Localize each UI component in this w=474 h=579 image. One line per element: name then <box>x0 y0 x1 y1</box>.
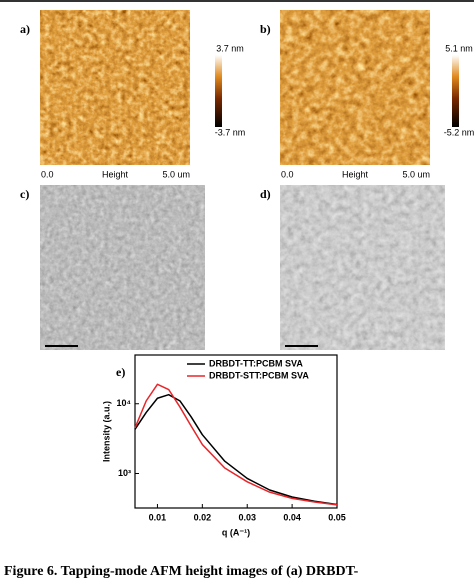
y-tick-label: 10⁴ <box>117 398 131 408</box>
panel-label: b) <box>260 22 271 36</box>
colorbar-min: -3.7 nm <box>215 127 246 137</box>
y-axis-title: Intensity (a.u.) <box>101 401 111 462</box>
afm-image <box>280 10 430 165</box>
axis-end: 5.0 um <box>402 169 430 179</box>
panel-label: e) <box>116 365 125 379</box>
data-line <box>134 393 338 506</box>
x-tick-label: 0.01 <box>149 512 167 522</box>
panel-label: c) <box>20 187 29 201</box>
channel: Height <box>342 169 369 179</box>
x-tick-label: 0.03 <box>238 512 256 522</box>
colorbar-max: 3.7 nm <box>216 43 244 53</box>
legend-label: DRBDT-TT:PCBM SVA <box>209 358 303 368</box>
panel-label: d) <box>260 187 271 201</box>
axis-start: 0.0 <box>281 169 294 179</box>
caption: Figure 6. Tapping-mode AFM height images… <box>4 564 359 579</box>
colorbar-max: 5.1 nm <box>445 43 473 53</box>
x-tick-label: 0.05 <box>328 512 346 522</box>
tem-image <box>40 185 205 350</box>
axis-start: 0.0 <box>41 169 54 179</box>
chart: 0.01 0.02 0.03 0.04 0.05 10³ 10⁴ q (A⁻¹) Intensi… <box>101 354 346 537</box>
plot-frame <box>134 354 338 509</box>
axis-end: 5.0 um <box>162 169 190 179</box>
legend-label: DRBDT-STT:PCBM SVA <box>209 370 309 380</box>
tem-image <box>280 185 445 350</box>
x-tick-label: 0.04 <box>283 512 301 522</box>
data-line <box>134 383 338 506</box>
channel: Height <box>102 169 129 179</box>
afm-image <box>40 10 190 165</box>
panel-label: a) <box>20 22 30 36</box>
x-axis-title: q (A⁻¹) <box>222 527 250 537</box>
y-tick-label: 10³ <box>118 468 131 478</box>
color-bar <box>215 55 222 127</box>
color-bar <box>452 55 459 127</box>
colorbar-min: -5.2 nm <box>444 127 474 137</box>
x-tick-label: 0.02 <box>194 512 212 522</box>
